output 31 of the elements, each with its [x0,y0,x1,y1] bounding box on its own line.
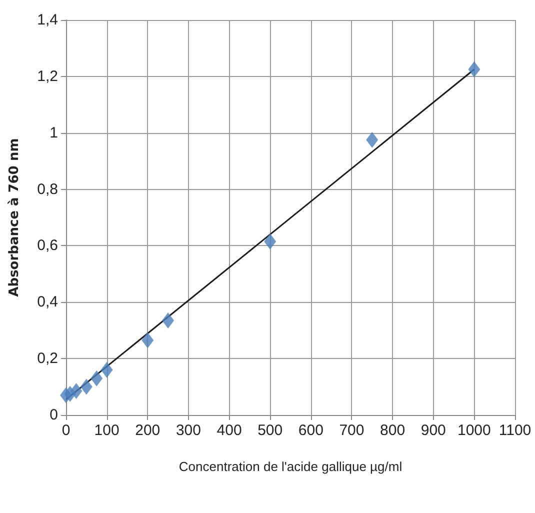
x-axis-title: Concentration de l'acide gallique µg/ml [178,459,402,474]
point [142,332,154,348]
x-tick-label: 700 [339,422,364,439]
point [70,383,82,400]
x-tick-label: 100 [94,422,120,439]
x-tick-label: 800 [380,422,406,439]
y-tick-label: 0,4 [37,294,58,311]
y-tick-label: 1,4 [37,12,58,28]
y-tick-label: 1,2 [37,68,58,85]
point [90,370,103,386]
point [80,378,92,395]
x-tick-label: 200 [135,422,160,439]
x-tick-label: 1100 [498,422,532,439]
point [366,132,378,148]
x-tick-label: 0 [62,422,70,439]
point [264,233,276,250]
x-tick-label: 900 [420,422,446,439]
y-tick-label: 0 [50,406,58,424]
x-tick-label: 300 [176,422,201,439]
point [468,61,480,78]
y-tick-label: 0,8 [37,180,58,198]
y-tick-label: 1 [50,124,58,142]
point [162,312,174,328]
point [100,362,113,378]
y-tick-label: 0,6 [37,237,58,254]
x-tick-label: 500 [258,422,283,439]
y-tick-label: 0,2 [37,350,58,368]
x-tick-label: 600 [298,422,324,439]
y-axis-title: Absorbance à 760 nm [7,138,22,297]
x-tick-label: 400 [216,422,242,439]
x-tick-label: 1000 [457,422,491,439]
